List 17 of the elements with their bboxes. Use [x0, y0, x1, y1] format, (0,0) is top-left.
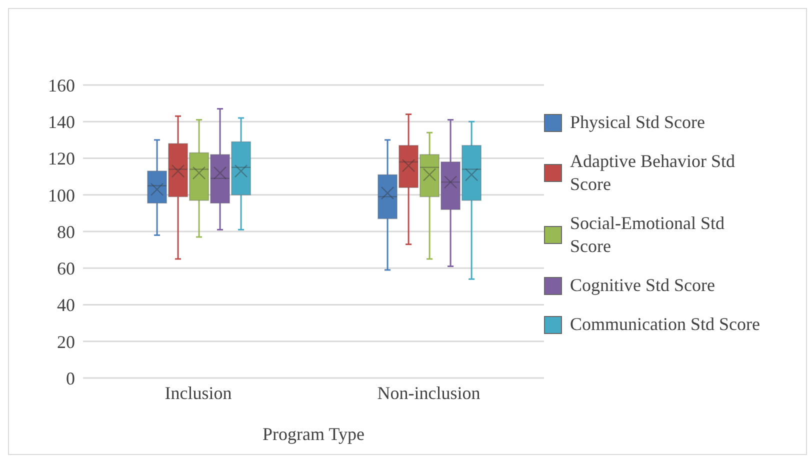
y-tick-label: 120 — [48, 148, 75, 169]
y-tick-label: 60 — [57, 258, 75, 279]
x-axis-title: Program Type — [262, 424, 364, 444]
y-tick-label: 140 — [48, 112, 75, 132]
legend-label: Physical Std Score — [570, 111, 706, 134]
y-tick-label: 100 — [48, 185, 75, 206]
y-tick-label: 80 — [57, 222, 75, 242]
legend-label: Adaptive Behavior Std Score — [570, 150, 736, 196]
x-tick-label: Non-inclusion — [377, 382, 480, 403]
x-tick-label: Inclusion — [164, 382, 232, 403]
y-tick-label: 160 — [48, 75, 75, 96]
y-tick-label: 40 — [57, 295, 75, 316]
y-tick-label: 0 — [66, 368, 75, 388]
legend-label: Social-Emotional Std Score — [570, 212, 726, 258]
legend-label: Cognitive Std Score — [570, 274, 716, 297]
y-tick-label: 20 — [57, 332, 75, 352]
legend-label: Communication Std Score — [570, 313, 760, 336]
